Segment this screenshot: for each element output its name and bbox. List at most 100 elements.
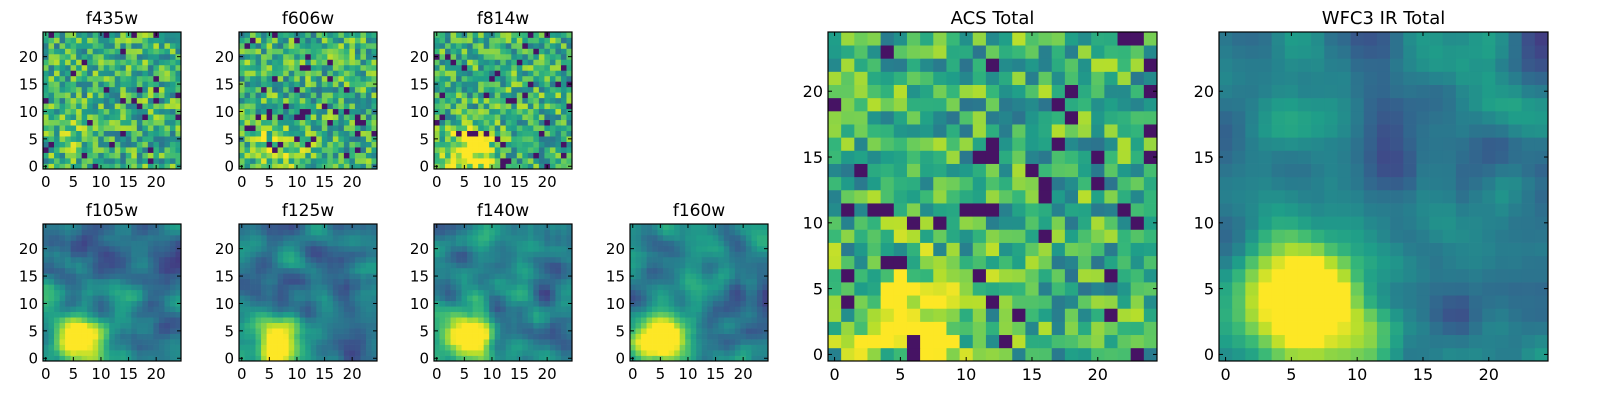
- heatmap-cell: [1117, 334, 1132, 349]
- heatmap-cell: [434, 234, 440, 241]
- heatmap-cell: [657, 300, 664, 307]
- heatmap-cell: [555, 245, 562, 252]
- heatmap-cell: [740, 322, 747, 329]
- heatmap-cell: [533, 125, 540, 131]
- heatmap-cell: [489, 306, 496, 313]
- heatmap-cell: [712, 240, 719, 247]
- heatmap-cell: [511, 262, 518, 269]
- heatmap-cell: [261, 37, 267, 44]
- x-tick-label: 5: [265, 173, 275, 191]
- heatmap-cell: [142, 130, 149, 137]
- heatmap-cell: [261, 284, 267, 291]
- heatmap-cells: [43, 32, 182, 170]
- heatmap-cell: [690, 289, 697, 296]
- heatmap-cell: [467, 300, 473, 307]
- heatmap-cell: [120, 273, 127, 280]
- heatmap-cell: [164, 75, 171, 82]
- heatmap-cell: [43, 37, 49, 44]
- heatmap-cell: [327, 37, 334, 44]
- heatmap-cell: [445, 245, 451, 252]
- heatmap-cell: [674, 262, 681, 269]
- heatmap-cell: [59, 92, 66, 99]
- heatmap-cell: [439, 42, 446, 49]
- heatmap-cell: [109, 163, 116, 170]
- heatmap-cell: [467, 53, 473, 60]
- heatmap-cell: [169, 163, 176, 170]
- heatmap-cell: [434, 86, 440, 93]
- x-tick-label: 10: [287, 365, 306, 383]
- heatmap-cell: [54, 311, 60, 318]
- heatmap-cell: [712, 350, 719, 356]
- heatmap-cell: [131, 234, 138, 241]
- heatmap-cell: [538, 32, 545, 38]
- heatmap-cell: [283, 163, 290, 170]
- heatmap-cell: [712, 311, 719, 318]
- heatmap-cell: [103, 328, 110, 334]
- heatmap-cell: [294, 267, 301, 274]
- heatmap-cell: [175, 37, 182, 44]
- heatmap-cell: [511, 103, 518, 110]
- heatmap-cell: [516, 53, 523, 60]
- heatmap-cell: [250, 229, 256, 236]
- heatmap-cell: [560, 152, 567, 159]
- heatmap-cell: [450, 152, 457, 159]
- heatmap-cell: [646, 350, 653, 356]
- heatmap-cell: [125, 42, 132, 49]
- heatmap-cell: [142, 295, 149, 302]
- heatmap-cell: [707, 311, 714, 318]
- heatmap-cell: [544, 53, 551, 60]
- heatmap-cell: [893, 189, 908, 204]
- heatmap-cell: [125, 92, 132, 99]
- heatmap-cell: [360, 278, 367, 285]
- heatmap-cell: [527, 32, 534, 38]
- heatmap-cell: [646, 317, 653, 323]
- heatmap-cell: [354, 136, 361, 142]
- x-tick-label: 0: [628, 365, 638, 383]
- heatmap-cell: [244, 311, 251, 318]
- heatmap-cell: [169, 92, 176, 99]
- heatmap-cell: [685, 295, 692, 302]
- heatmap-cell: [478, 119, 485, 126]
- heatmap-cell: [327, 245, 334, 252]
- heatmap-cell: [489, 70, 496, 77]
- heatmap-cell: [723, 229, 730, 236]
- heatmap-cell: [489, 103, 496, 110]
- heatmap-cell: [560, 42, 567, 49]
- heatmap-cell: [635, 344, 642, 351]
- heatmap-cell: [729, 229, 736, 236]
- heatmap-cell: [109, 53, 116, 60]
- heatmap-cell: [81, 328, 88, 334]
- heatmap-cell: [635, 300, 642, 307]
- heatmap-cell: [349, 267, 356, 274]
- heatmap-cell: [277, 267, 284, 274]
- heatmap-cell: [65, 262, 71, 269]
- heatmap-cell: [450, 97, 457, 104]
- heatmap-cell: [734, 339, 741, 345]
- heatmap-cell: [478, 103, 485, 110]
- heatmap-cell: [762, 229, 769, 236]
- heatmap-cell: [712, 262, 719, 269]
- heatmap-cell: [828, 242, 842, 257]
- heatmap-cell: [169, 86, 176, 93]
- heatmap-cell: [59, 273, 66, 280]
- heatmap-cell: [283, 339, 290, 345]
- heatmap-cell: [65, 317, 71, 323]
- heatmap-cell: [164, 136, 171, 142]
- heatmap-cell: [299, 317, 306, 323]
- heatmap-cell: [332, 97, 339, 104]
- heatmap-cell: [43, 306, 49, 313]
- x-tick-label: 15: [315, 173, 334, 191]
- heatmap-cell: [522, 234, 529, 241]
- heatmap-cell: [266, 119, 273, 126]
- heatmap-cell: [299, 284, 306, 291]
- heatmap-cell: [250, 278, 256, 285]
- heatmap-cell: [566, 114, 573, 121]
- heatmap-cell: [103, 64, 110, 71]
- heatmap-cell: [734, 333, 741, 340]
- heatmap-cell: [690, 262, 697, 269]
- heatmap-cell: [450, 136, 457, 142]
- heatmap-cell: [277, 59, 284, 66]
- heatmap-cell: [43, 158, 49, 164]
- heatmap-cell: [343, 311, 350, 318]
- heatmap-cell: [707, 306, 714, 313]
